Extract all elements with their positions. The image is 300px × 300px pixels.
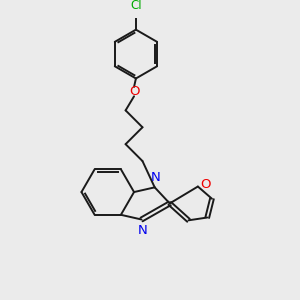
Text: Cl: Cl xyxy=(130,0,142,12)
Text: N: N xyxy=(151,171,160,184)
Text: O: O xyxy=(201,178,211,191)
Text: N: N xyxy=(138,224,147,237)
Text: O: O xyxy=(129,85,139,98)
